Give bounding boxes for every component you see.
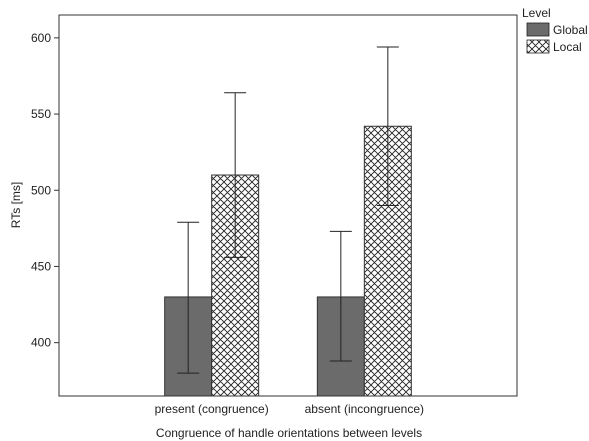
legend-title: Level xyxy=(522,6,551,20)
y-tick-label: 550 xyxy=(31,107,51,121)
plot-area xyxy=(58,14,518,397)
y-tick-label: 500 xyxy=(31,183,51,197)
legend-label-local: Local xyxy=(553,40,582,54)
x-tick-label: absent (incongruence) xyxy=(305,402,424,416)
x-axis: present (congruence) absent (incongruence… xyxy=(155,402,424,416)
bars xyxy=(164,125,412,397)
y-tick-label: 600 xyxy=(31,31,51,45)
y-axis: 400 450 500 550 600 xyxy=(31,31,59,350)
legend: Level Global Local xyxy=(522,6,588,54)
x-axis-label: Congruence of handle orientations betwee… xyxy=(156,426,422,440)
legend-swatch-local xyxy=(526,39,550,54)
legend-swatch-global xyxy=(526,22,550,37)
error-bars xyxy=(177,46,399,374)
legend-label-global: Global xyxy=(553,23,588,37)
y-tick-label: 400 xyxy=(31,336,51,350)
x-tick-label: present (congruence) xyxy=(155,402,269,416)
y-axis-label: RTs [ms] xyxy=(9,182,23,228)
y-tick-label: 450 xyxy=(31,259,51,273)
bar-local xyxy=(211,174,260,397)
